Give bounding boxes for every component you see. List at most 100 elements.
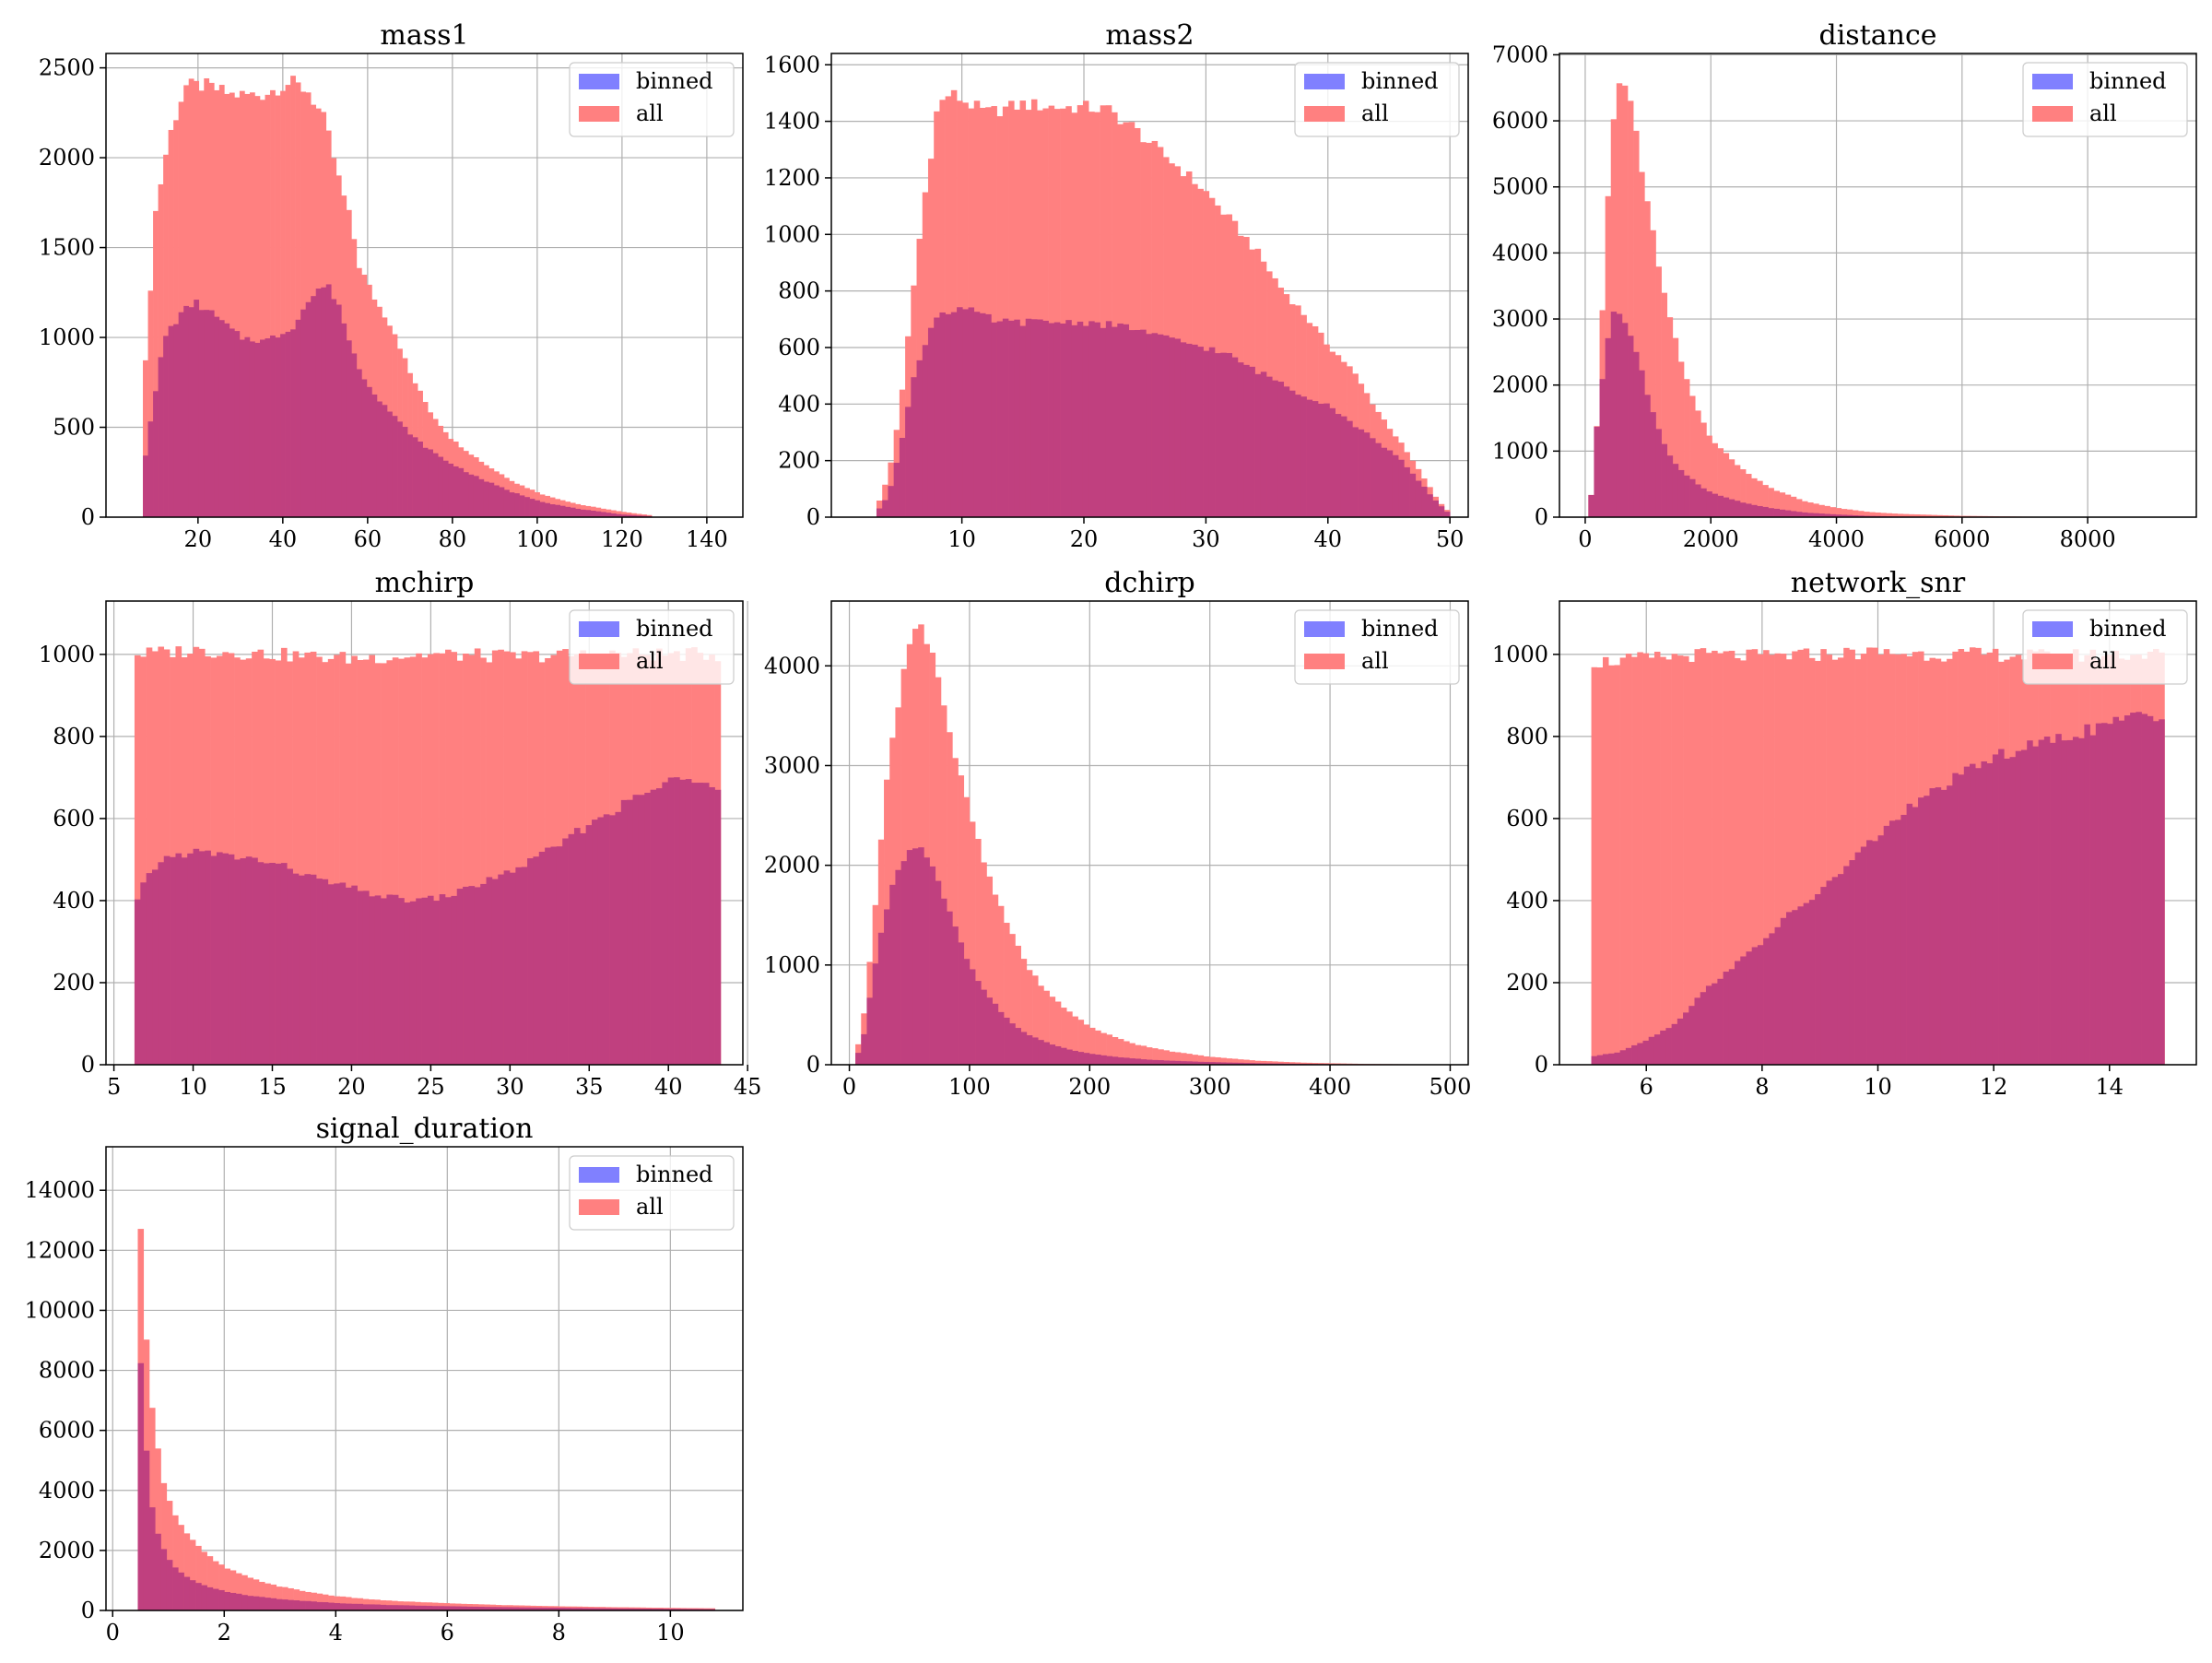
subplot-title: network_snr [1791,567,1966,599]
bar-binned [1639,371,1644,517]
bar-binned [1706,985,1712,1065]
bar-binned [1124,1057,1129,1065]
bar-binned [604,814,610,1065]
bar-binned [296,320,301,517]
bar-binned [403,427,408,517]
bar-binned [1769,508,1774,517]
bar-binned [190,1580,196,1610]
x-tick-label: 0 [1578,526,1592,552]
bar-binned [1718,496,1724,517]
bar-binned [152,869,159,1065]
bar-binned [930,867,935,1065]
y-tick-label: 2000 [39,1538,95,1563]
bar-binned [428,449,433,517]
bar-binned [286,332,291,517]
bar-binned [1410,474,1417,517]
bar-binned [2010,757,2017,1065]
bar-binned [341,324,347,517]
bar-binned [1300,396,1307,517]
bar-binned [1684,476,1689,517]
x-tick-label: 10 [656,1620,685,1645]
y-tick-label: 600 [778,335,820,360]
bar-binned [1295,395,1301,517]
legend-label-all: all [1361,100,1389,126]
bar-binned [499,488,504,517]
bar-binned [334,883,340,1065]
legend-swatch-all [2032,654,2073,669]
legend-label-binned: binned [1361,616,1439,642]
bar-binned [1014,320,1020,517]
bar-binned [1289,391,1296,517]
bar-binned [1769,933,1775,1065]
legend-swatch-all [1304,654,1345,669]
bar-binned [651,790,657,1065]
bar-binned [2039,740,2045,1065]
bar-binned [488,483,494,517]
bar-binned [158,862,164,1065]
bar-binned [1688,1006,1695,1065]
bar-binned [1043,1043,1049,1065]
bar-binned [974,312,981,517]
y-tick-label: 0 [1535,504,1548,530]
bar-binned [575,509,581,517]
bar-binned [1694,997,1700,1065]
legend-label-binned: binned [636,68,713,94]
bar-binned [644,793,651,1065]
bar-binned [288,1600,294,1610]
bar-binned [1762,507,1768,517]
x-tick-label: 35 [575,1074,604,1100]
bar-binned [1238,362,1244,517]
bar-binned [240,858,246,1065]
y-tick-label: 200 [53,970,95,996]
bar-binned [413,437,418,517]
x-tick-label: 40 [1313,526,1342,552]
bar-binned [1656,429,1662,517]
bar-binned [492,879,499,1065]
bar-binned [346,888,352,1065]
y-tick-label: 2000 [1492,372,1548,398]
bar-binned [1740,956,1747,1065]
subplot-title: signal_duration [316,1113,534,1145]
bar-binned [510,873,516,1065]
bar-binned [1175,338,1182,517]
bar-binned [557,846,563,1065]
bar-binned [550,846,557,1065]
bar-binned [1654,1034,1661,1065]
bar-binned [451,896,457,1065]
bar-binned [363,890,370,1065]
x-tick-label: 5 [107,1074,121,1100]
bar-binned [1700,489,1706,517]
bar-binned [1884,826,1890,1065]
bar-binned [211,855,218,1065]
bar-binned [1981,761,1987,1065]
x-tick-label: 300 [1189,1074,1231,1100]
bar-binned [1192,345,1198,517]
bar-binned [178,1573,184,1610]
x-tick-label: 60 [354,526,382,552]
bar-binned [398,898,405,1065]
bar-binned [478,479,484,517]
y-tick-label: 2000 [39,145,95,171]
y-tick-label: 1400 [764,109,820,135]
bar-binned [882,501,888,517]
y-tick-label: 600 [1506,806,1548,832]
bar-binned [1606,338,1611,517]
bar-binned [169,326,174,517]
bar-binned [900,438,906,517]
bar-binned [1650,412,1655,517]
bar-binned [357,370,362,517]
bar-binned [991,323,997,517]
bar-binned [1088,321,1095,517]
x-tick-label: 15 [258,1074,287,1100]
bar-binned [2101,723,2108,1065]
bar-binned [520,495,525,517]
bar-binned [276,1599,283,1610]
bar-binned [1077,322,1084,517]
x-tick-label: 30 [1192,526,1220,552]
bar-all [1665,659,1672,1065]
bar-binned [601,512,606,517]
bar-binned [703,783,710,1065]
bar-binned [2016,751,2022,1065]
